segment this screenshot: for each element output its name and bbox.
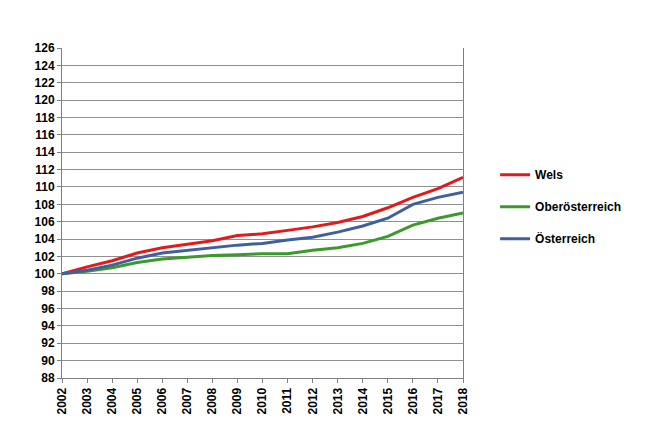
svg-text:116: 116	[35, 128, 55, 142]
svg-text:88: 88	[41, 371, 55, 385]
svg-text:110: 110	[35, 180, 55, 194]
svg-text:2009: 2009	[230, 387, 244, 414]
svg-text:2007: 2007	[180, 387, 194, 414]
svg-text:2014: 2014	[356, 387, 370, 414]
svg-text:124: 124	[35, 59, 55, 73]
svg-text:2015: 2015	[381, 387, 395, 414]
svg-text:100: 100	[35, 267, 55, 281]
svg-text:118: 118	[35, 111, 55, 125]
svg-text:104: 104	[35, 232, 55, 246]
svg-text:96: 96	[41, 302, 55, 316]
svg-text:2003: 2003	[80, 387, 94, 414]
svg-text:94: 94	[41, 319, 55, 333]
svg-text:2005: 2005	[130, 387, 144, 414]
svg-text:102: 102	[35, 250, 55, 264]
svg-text:98: 98	[41, 284, 55, 298]
svg-text:Österreich: Österreich	[535, 231, 595, 246]
svg-text:122: 122	[35, 76, 55, 90]
svg-text:92: 92	[41, 336, 55, 350]
svg-text:2017: 2017	[431, 387, 445, 414]
svg-text:2010: 2010	[255, 387, 269, 414]
svg-text:2018: 2018	[456, 387, 470, 414]
svg-text:2006: 2006	[155, 387, 169, 414]
svg-text:2004: 2004	[105, 387, 119, 414]
svg-text:106: 106	[35, 215, 55, 229]
svg-text:2011: 2011	[280, 387, 294, 413]
svg-text:Wels: Wels	[535, 168, 563, 182]
svg-text:2012: 2012	[306, 387, 320, 414]
svg-text:126: 126	[35, 41, 55, 55]
svg-text:2013: 2013	[331, 387, 345, 414]
svg-text:108: 108	[35, 198, 55, 212]
svg-text:112: 112	[35, 163, 55, 177]
svg-text:2002: 2002	[55, 387, 69, 414]
svg-text:114: 114	[35, 145, 55, 159]
svg-text:2016: 2016	[406, 387, 420, 414]
svg-text:Oberösterreich: Oberösterreich	[535, 200, 621, 214]
svg-text:90: 90	[41, 354, 55, 368]
svg-text:2008: 2008	[205, 387, 219, 414]
svg-text:120: 120	[35, 93, 55, 107]
